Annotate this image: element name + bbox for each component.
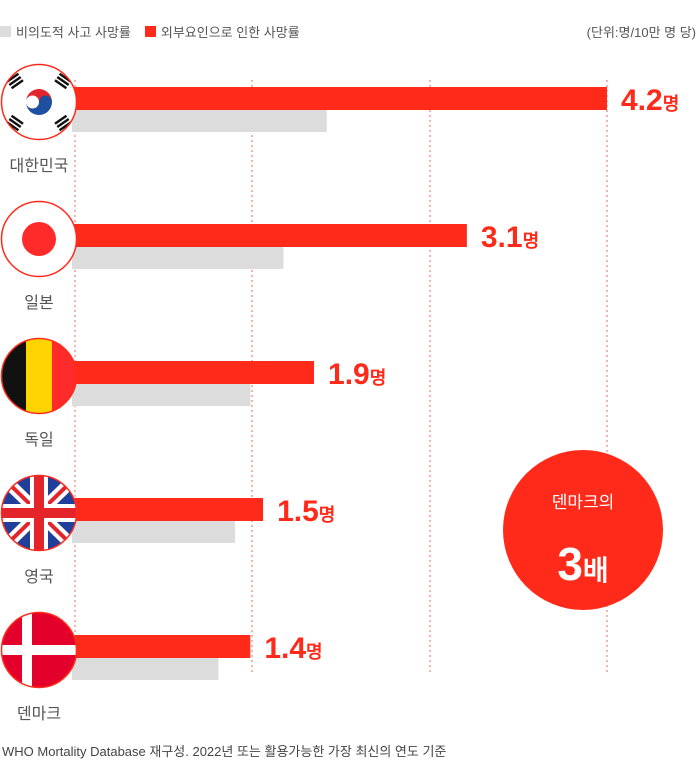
bar-unintentional xyxy=(72,521,236,543)
bar-external xyxy=(72,635,251,658)
value-label: 1.9명 xyxy=(328,358,386,391)
callout-line1: 덴마크의 xyxy=(552,493,615,512)
legend: 비의도적 사고 사망률 외부요인으로 인한 사망률 xyxy=(0,22,300,41)
legend-red-label: 외부요인으로 인한 사망률 xyxy=(160,25,300,40)
bar-external xyxy=(72,224,467,247)
bar-external xyxy=(72,361,315,384)
country-label: 영국 xyxy=(24,568,53,586)
country-label: 독일 xyxy=(24,431,53,449)
country-label: 일본 xyxy=(24,294,53,312)
bar-unintentional xyxy=(72,110,327,132)
denmark-flag-icon xyxy=(0,611,78,689)
unit-label: (단위:명/10만 명 당) xyxy=(586,25,696,40)
country-label: 대한민국 xyxy=(10,157,69,175)
bar-unintentional xyxy=(72,247,284,269)
value-label: 1.5명 xyxy=(277,495,335,528)
uk-flag-icon xyxy=(0,474,78,552)
country-label: 덴마크 xyxy=(17,705,61,723)
korea-flag-icon xyxy=(0,63,78,141)
bar-unintentional xyxy=(72,384,251,406)
bar-external xyxy=(72,498,264,521)
legend-gray-label: 비의도적 사고 사망률 xyxy=(16,25,131,40)
value-label: 1.4명 xyxy=(264,632,322,665)
bar-external xyxy=(72,87,607,110)
legend-red-swatch xyxy=(144,26,156,37)
legend-gray-swatch xyxy=(0,26,11,37)
japan-flag-icon xyxy=(0,200,78,278)
source-note: WHO Mortality Database 재구성. 2022년 또는 활용가… xyxy=(2,744,447,759)
bar-unintentional xyxy=(72,658,219,680)
value-label: 3.1명 xyxy=(481,221,539,254)
germany-flag-icon xyxy=(0,337,78,415)
value-label: 4.2명 xyxy=(621,84,679,117)
